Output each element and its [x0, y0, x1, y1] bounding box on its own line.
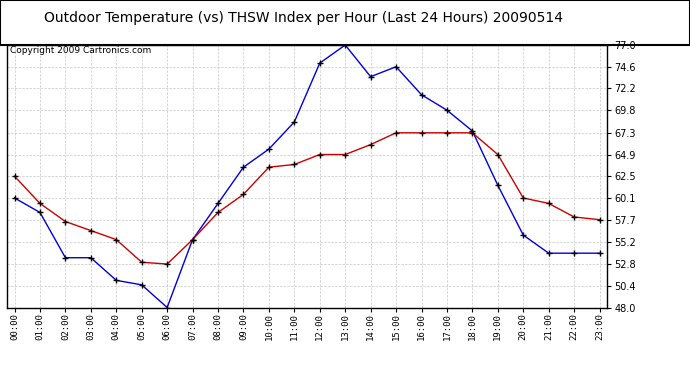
- Text: Copyright 2009 Cartronics.com: Copyright 2009 Cartronics.com: [10, 46, 151, 56]
- Text: Outdoor Temperature (vs) THSW Index per Hour (Last 24 Hours) 20090514: Outdoor Temperature (vs) THSW Index per …: [44, 11, 563, 25]
